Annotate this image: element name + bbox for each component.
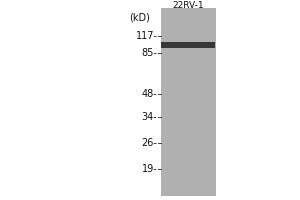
Text: 34-: 34- bbox=[142, 112, 158, 122]
Text: 19-: 19- bbox=[142, 164, 158, 174]
Bar bbox=[160, 8, 216, 196]
Text: (kD): (kD) bbox=[129, 12, 150, 22]
Text: 117-: 117- bbox=[136, 31, 158, 41]
Text: 85-: 85- bbox=[142, 48, 158, 58]
Bar bbox=[161, 42, 214, 48]
Text: 48-: 48- bbox=[142, 89, 158, 99]
Text: 26-: 26- bbox=[142, 138, 158, 148]
Text: 22RV-1: 22RV-1 bbox=[172, 0, 204, 9]
